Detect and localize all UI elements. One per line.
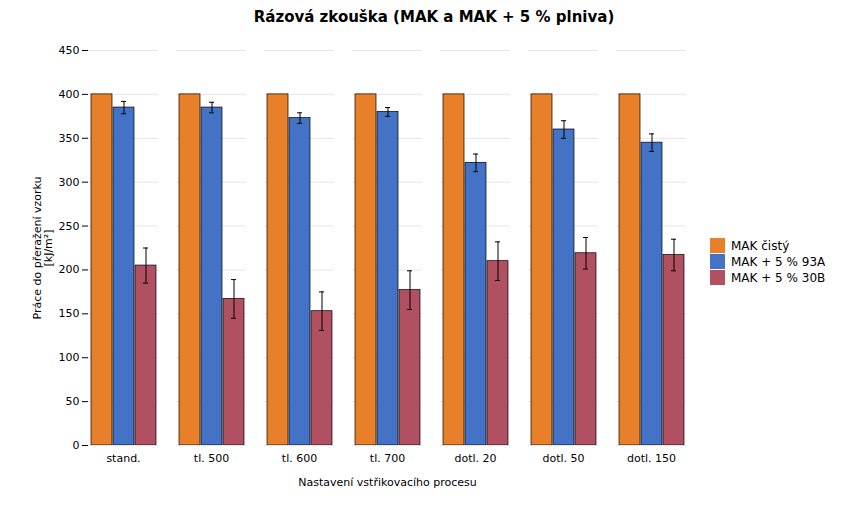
svg-text:400: 400	[59, 88, 80, 101]
svg-text:450: 450	[59, 44, 80, 57]
svg-text:dotl. 20: dotl. 20	[454, 452, 496, 465]
svg-text:dotl. 50: dotl. 50	[542, 452, 584, 465]
svg-text:50: 50	[66, 395, 80, 408]
svg-text:Nastavení vstřikovacího proces: Nastavení vstřikovacího procesu	[298, 476, 476, 489]
svg-text:200: 200	[59, 263, 80, 276]
svg-text:dotl. 150: dotl. 150	[627, 452, 676, 465]
svg-text:tl. 700: tl. 700	[370, 452, 405, 465]
svg-text:tl. 600: tl. 600	[282, 452, 317, 465]
svg-text:Práce do přeražení vzorku[kJ/m: Práce do přeražení vzorku[kJ/m²]	[31, 176, 55, 319]
svg-text:150: 150	[59, 307, 80, 320]
html-text:MAK + 5 % 93A: MAK + 5 % 93A	[731, 254, 826, 269]
svg-text:tl. 500: tl. 500	[194, 452, 229, 465]
html-text:Rázová zkouška (MAK a MAK + 5: Rázová zkouška (MAK a MAK + 5 % plniva)	[253, 8, 615, 26]
svg-text:300: 300	[59, 176, 80, 189]
svg-text:100: 100	[59, 351, 80, 364]
svg-text:0: 0	[73, 439, 80, 452]
svg-text:250: 250	[59, 220, 80, 233]
html-text:MAK čistý: MAK čistý	[731, 238, 790, 253]
svg-text:350: 350	[59, 132, 80, 145]
html-text:MAK + 5 % 30B: MAK + 5 % 30B	[731, 270, 826, 285]
svg-text:stand.: stand.	[106, 452, 140, 465]
